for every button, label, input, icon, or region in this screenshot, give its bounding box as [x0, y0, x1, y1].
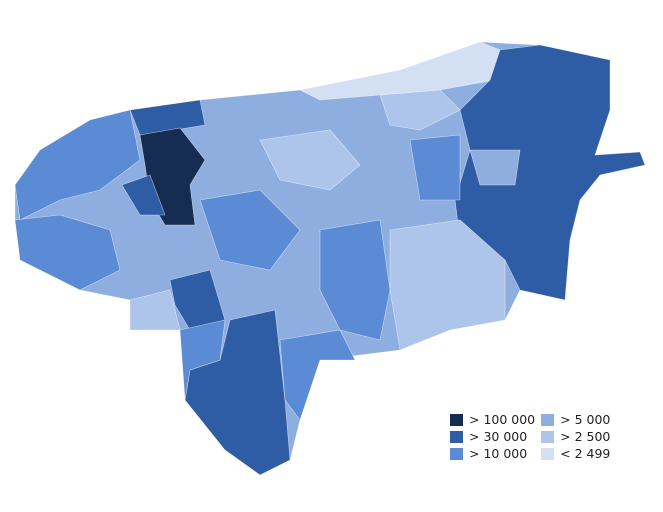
legend-label: > 100 000	[469, 412, 536, 427]
legend-item: > 2 500	[541, 429, 610, 444]
legend-label: > 10 000	[469, 446, 528, 461]
legend-swatch	[541, 447, 555, 460]
region-southeast-light	[389, 219, 506, 351]
legend-item: > 30 000	[450, 429, 535, 444]
region-center-east	[409, 134, 461, 201]
region-west	[14, 109, 141, 221]
region-center-light	[259, 129, 361, 191]
legend-item: > 10 000	[450, 446, 535, 461]
legend-label: > 2 500	[560, 429, 611, 444]
region-southwest	[14, 214, 121, 291]
legend-swatch	[450, 413, 463, 426]
legend: > 100 000 > 5 000 > 30 000 > 2 500 > 10 …	[450, 412, 610, 461]
legend-swatch	[450, 430, 463, 443]
legend-item: < 2 499	[541, 446, 610, 461]
region-southeast-mid	[319, 219, 391, 341]
region-south-light	[129, 289, 181, 331]
region-north-dark	[129, 99, 206, 136]
legend-swatch	[541, 430, 555, 443]
region-north-mid	[379, 89, 461, 131]
legend-swatch	[541, 413, 555, 426]
legend-label: > 30 000	[469, 429, 528, 444]
region-south-d	[279, 329, 356, 421]
legend-item: > 5 000	[541, 412, 610, 427]
region-east-inner	[469, 149, 521, 186]
region-south-c	[179, 319, 226, 401]
legend-label: > 5 000	[560, 412, 611, 427]
legend-item: > 100 000	[450, 412, 535, 427]
region-near-merida	[121, 174, 166, 216]
legend-label: < 2 499	[560, 446, 611, 461]
region-center-mid	[199, 189, 301, 271]
legend-swatch	[450, 447, 463, 460]
